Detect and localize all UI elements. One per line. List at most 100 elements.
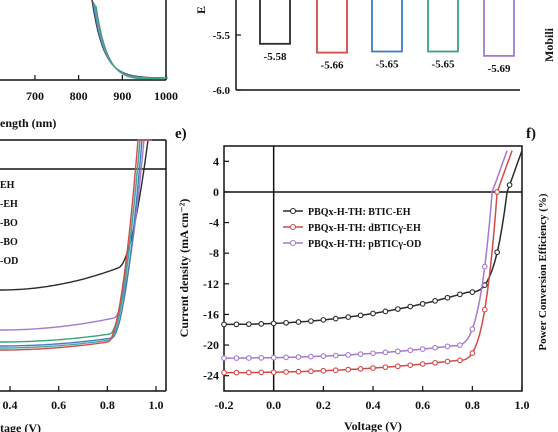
- panel-e-data-point: [258, 369, 265, 376]
- panel-b-value-label: -5.65: [376, 59, 399, 71]
- panel-e-y-tick-label: -20: [203, 338, 219, 352]
- panel-e-legend-label: PBQx-H-TH: BTIC-EH: [308, 207, 411, 218]
- panel-b-value-label: -5.69: [488, 63, 511, 75]
- panel-e-legend-marker: [289, 239, 297, 247]
- panel-e-data-point: [270, 354, 277, 361]
- panel-e-data-point: [407, 347, 414, 354]
- panel-e-legend-marker: [289, 207, 297, 215]
- panel-b-energy-bar: [259, 0, 291, 45]
- panel-e-data-point: [283, 319, 289, 326]
- panel-d-x-tick-label: 0.8: [100, 398, 115, 412]
- panel-e-y-tick-label: -8: [209, 246, 219, 260]
- panel-d-legend-entry: -EH: [0, 199, 18, 210]
- panel-b-value-label: -5.58: [264, 51, 287, 63]
- panel-a-xlabel: ength (nm): [0, 116, 56, 130]
- panel-b: E -5.5 -6.0 -5.58 -5.66 -5.65 -5.65 -5.69 Mob…: [194, 0, 556, 97]
- panel-a-series-line: [92, 1, 166, 79]
- panel-e-x-tick-label: 0.2: [316, 398, 331, 412]
- panel-e-y-tick-label: -24: [203, 369, 219, 383]
- panel-e-x-tick-label: 1.0: [515, 398, 530, 412]
- panel-e-data-point: [245, 369, 252, 376]
- panel-f: f) Power Conversion Efficiency (%): [526, 126, 549, 351]
- panel-e-data-point: [407, 362, 414, 369]
- panel-d-legend-entry: -OD: [0, 256, 18, 267]
- panel-b-value-label: -5.66: [321, 60, 344, 72]
- panel-e-y-tick-label: 0: [213, 185, 219, 199]
- panel-e-ylabel: Current density (mA cm⁻²): [177, 199, 191, 338]
- panel-d-series-line: [0, 139, 152, 347]
- panel-e-data-point: [320, 367, 327, 374]
- panel-e-data-point: [308, 353, 314, 360]
- panel-d-legend-entry: EH: [0, 180, 15, 191]
- panel-e-data-point: [444, 343, 451, 350]
- panel-e-data-point: [270, 369, 277, 376]
- panel-e-series-line: [224, 150, 513, 374]
- panel-b-energy-bar: [371, 0, 403, 53]
- panel-e-x-tick-label: -0.2: [215, 398, 234, 412]
- panel-a-series-line: [93, 2, 167, 79]
- panel-e-data-point: [345, 352, 352, 358]
- panel-d-x-tick-label: 0.6: [51, 398, 66, 412]
- panel-e-y-tick-label: -12: [203, 277, 219, 291]
- panel-a-x-tick-label: 700: [26, 89, 44, 103]
- panel-e-xlabel: Voltage (V): [344, 419, 402, 432]
- panel-e-data-point: [357, 366, 364, 372]
- panel-e-data-point: [221, 369, 227, 376]
- panel-e-data-point: [295, 354, 302, 360]
- panel-d-series-line: [0, 139, 152, 343]
- panel-e-data-point: [469, 350, 476, 356]
- panel-e-data-point: [345, 366, 352, 373]
- panel-e-data-point: [283, 354, 289, 361]
- panel-e-data-point: [506, 182, 513, 188]
- panel-e-data-point: [432, 298, 438, 304]
- panel-e-data-point: [258, 355, 265, 361]
- panel-e-data-point: [370, 350, 376, 357]
- panel-e-data-point: [469, 326, 476, 332]
- panel-e-data-point: [332, 352, 339, 359]
- panel-e-data-point: [394, 348, 401, 355]
- panel-e: e) -0.2 0.0 0.2 0.4 0.6 0.8 1.0 4 0 -4 -8 -12 -16 -20…: [175, 126, 530, 432]
- panel-e-data-point: [332, 315, 339, 322]
- panel-e-series-line: [224, 150, 523, 326]
- panel-e-data-point: [382, 364, 389, 371]
- panel-b-y-tick-label: -5.5: [213, 30, 231, 42]
- panel-e-x-tick-label: 0.8: [465, 398, 480, 412]
- panel-a-x-tick-label: 900: [113, 89, 131, 103]
- panel-e-data-point: [370, 310, 376, 317]
- panel-e-data-point: [457, 342, 463, 348]
- panel-e-data-point: [357, 312, 364, 319]
- panel-d-x-tick-label: 1.0: [149, 398, 164, 412]
- panel-e-data-point: [444, 294, 451, 301]
- panel-e-y-tick-label: 4: [213, 154, 219, 168]
- panel-b-energy-bar: [316, 0, 348, 54]
- panel-e-data-point: [245, 321, 252, 328]
- panel-e-data-point: [345, 314, 352, 320]
- panel-b-energy-bar: [483, 0, 515, 57]
- panel-e-data-point: [221, 321, 227, 328]
- panel-e-data-point: [283, 369, 289, 375]
- panel-d-xlabel: tage (V): [0, 421, 41, 432]
- panel-e-data-point: [382, 308, 389, 315]
- panel-e-data-point: [233, 369, 240, 376]
- panel-e-data-point: [394, 363, 401, 370]
- panel-e-x-tick-label: 0.4: [366, 398, 381, 412]
- panel-e-data-point: [245, 355, 252, 361]
- panel-a-x-tick-label: 800: [70, 89, 88, 103]
- panel-e-label: e): [175, 126, 187, 142]
- panel-e-data-point: [233, 355, 240, 361]
- panel-b-ylabel: E: [194, 6, 208, 14]
- panel-e-data-point: [270, 320, 277, 327]
- panel-e-data-point: [494, 189, 501, 195]
- panel-e-data-point: [308, 318, 314, 324]
- panel-e-data-point: [457, 291, 463, 298]
- panel-d-legend-entry: -BO: [0, 218, 18, 229]
- panel-b-energy-bar: [427, 0, 459, 53]
- panel-e-data-point: [481, 263, 488, 270]
- panel-e-data-point: [370, 365, 376, 371]
- panel-e-x-tick-label: 0.0: [266, 398, 281, 412]
- panel-b-y-tick-label: -6.0: [213, 85, 231, 97]
- panel-e-data-point: [332, 367, 339, 374]
- panel-a: 700 800 900 1000 ength (nm): [0, 0, 178, 130]
- panel-d: EH -EH -BO -BO -OD 0.4 0.6 0.8 1.0 tage (V): [0, 139, 167, 432]
- panel-e-data-point: [457, 357, 463, 364]
